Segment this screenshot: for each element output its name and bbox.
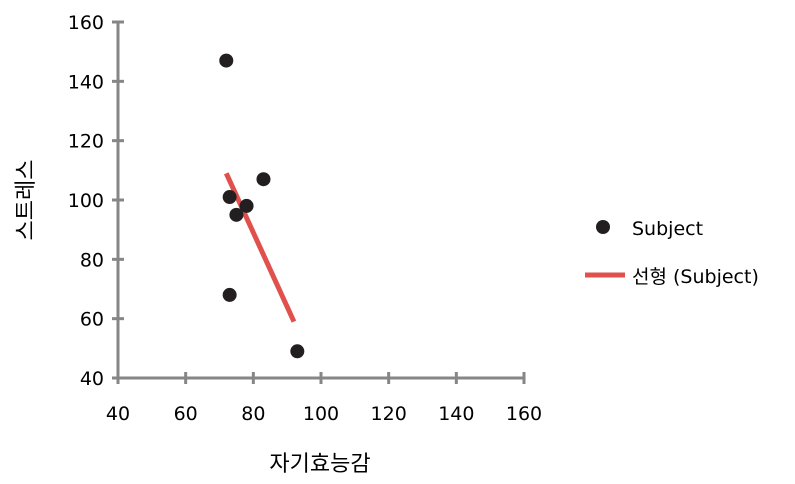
legend: Subject 선형 (Subject) <box>585 218 759 288</box>
data-point <box>256 172 271 187</box>
y-tick-label: 140 <box>68 71 104 93</box>
x-tick-label: 40 <box>106 403 130 425</box>
x-axis-title: 자기효능감 <box>269 452 370 477</box>
y-tick-label: 80 <box>80 249 104 271</box>
x-tick-label: 120 <box>371 403 407 425</box>
data-point <box>222 287 237 302</box>
x-ticks: 40 60 80 100 120 140 160 <box>106 372 542 425</box>
data-point <box>290 344 305 359</box>
data-point <box>222 190 237 205</box>
data-point <box>219 53 234 68</box>
y-tick-label: 60 <box>80 309 104 331</box>
trendline <box>223 172 297 323</box>
y-tick-label: 40 <box>80 368 104 390</box>
y-ticks: 40 60 80 100 120 140 160 <box>68 12 124 390</box>
y-tick-label: 100 <box>68 190 104 212</box>
data-point <box>239 198 254 213</box>
data-point <box>229 207 244 222</box>
legend-label-linear: 선형 (Subject) <box>632 266 759 288</box>
legend-marker-subject <box>596 220 610 234</box>
y-tick-label: 120 <box>68 131 104 153</box>
x-tick-label: 80 <box>241 403 265 425</box>
x-tick-label: 60 <box>174 403 198 425</box>
y-axis-title: 스트레스 <box>14 160 39 241</box>
y-tick-label: 160 <box>68 12 104 34</box>
x-tick-label: 160 <box>506 403 542 425</box>
x-tick-label: 140 <box>438 403 474 425</box>
plot-marks <box>219 53 305 359</box>
x-tick-label: 100 <box>303 403 339 425</box>
legend-label-subject: Subject <box>632 218 703 240</box>
axes <box>116 22 524 380</box>
